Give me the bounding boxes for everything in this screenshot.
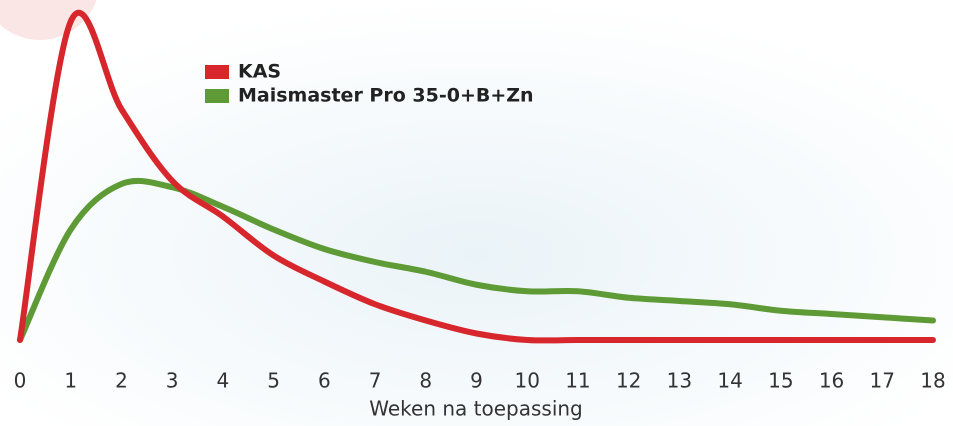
x-tick-label: 5: [267, 369, 280, 393]
x-tick-label: 3: [166, 369, 179, 393]
x-tick-label: 13: [667, 369, 692, 393]
legend-label: Maismaster Pro 35-0+B+Zn: [238, 85, 534, 107]
x-tick-label: 16: [819, 369, 844, 393]
x-tick-label: 2: [115, 369, 128, 393]
x-tick-label: 18: [920, 369, 945, 393]
x-tick-label: 7: [369, 369, 382, 393]
x-axis-title: Weken na toepassing: [369, 397, 583, 421]
background: [0, 0, 953, 426]
x-tick-label: 17: [870, 369, 895, 393]
legend-swatch: [205, 65, 229, 79]
x-tick-label: 11: [565, 369, 590, 393]
chart: Weken na toepassing 01234567891011121314…: [0, 0, 953, 426]
legend-label: KAS: [238, 61, 281, 83]
x-tick-label: 4: [217, 369, 230, 393]
x-tick-label: 1: [64, 369, 77, 393]
x-tick-label: 12: [616, 369, 641, 393]
x-tick-label: 0: [14, 369, 27, 393]
x-tick-label: 14: [717, 369, 742, 393]
x-tick-label: 6: [318, 369, 331, 393]
legend-swatch: [205, 89, 229, 103]
x-tick-label: 15: [768, 369, 793, 393]
x-tick-label: 9: [470, 369, 483, 393]
x-tick-label: 8: [419, 369, 432, 393]
x-tick-label: 10: [514, 369, 539, 393]
